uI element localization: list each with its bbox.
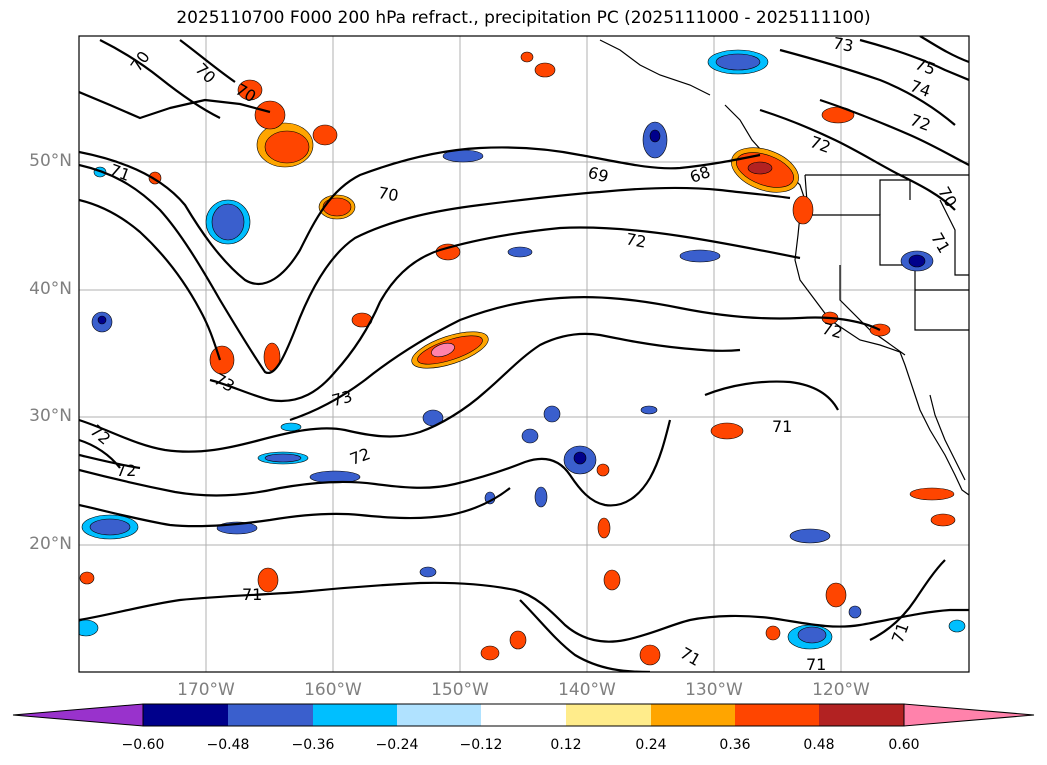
colorbar-swatch bbox=[651, 704, 735, 726]
map-frame bbox=[78, 35, 970, 673]
colorbar-tick-label: 0.12 bbox=[550, 737, 582, 753]
colorbar-swatch bbox=[397, 704, 481, 726]
colorbar-tick-label: 0.60 bbox=[888, 737, 920, 753]
colorbar-swatch bbox=[143, 704, 228, 726]
latitude-label: 20°N bbox=[29, 534, 72, 554]
colorbar-tick-label: 0.48 bbox=[803, 737, 835, 753]
colorbar-tick-label: −0.60 bbox=[121, 737, 165, 753]
colorbar bbox=[12, 703, 1035, 727]
colorbar-swatch bbox=[481, 704, 566, 726]
colorbar-swatch bbox=[903, 703, 1035, 727]
longitude-label: 150°W bbox=[431, 680, 489, 700]
longitude-label: 120°W bbox=[812, 680, 870, 700]
contour-label: 71 bbox=[242, 585, 262, 604]
colorbar-tick-label: 0.24 bbox=[635, 737, 667, 753]
longitude-label: 130°W bbox=[685, 680, 743, 700]
colorbar-swatch bbox=[228, 704, 313, 726]
colorbar-tick-label: −0.24 bbox=[375, 737, 419, 753]
contour-label: 73 bbox=[832, 33, 855, 55]
contour-label: 70 bbox=[377, 183, 400, 205]
longitude-label: 160°W bbox=[304, 680, 362, 700]
colorbar-tick-label: −0.48 bbox=[206, 737, 250, 753]
longitude-label: 140°W bbox=[558, 680, 616, 700]
colorbar-swatch bbox=[735, 704, 819, 726]
contour-label: 71 bbox=[772, 417, 792, 436]
colorbar-swatch bbox=[313, 704, 397, 726]
precip-negative-anomalies bbox=[79, 49, 966, 650]
latitude-label: 50°N bbox=[29, 151, 72, 171]
contour-label: 72 bbox=[820, 319, 845, 343]
colorbar-tick-label: −0.12 bbox=[459, 737, 503, 753]
colorbar-tick-label: −0.36 bbox=[291, 737, 335, 753]
latitude-label: 40°N bbox=[29, 279, 72, 299]
contour-label: 73 bbox=[330, 387, 355, 411]
colorbar-swatch bbox=[819, 704, 904, 726]
latitude-label: 30°N bbox=[29, 406, 72, 426]
colorbar-swatch bbox=[12, 703, 144, 727]
longitude-label: 170°W bbox=[177, 680, 235, 700]
contour-label: 69 bbox=[586, 163, 611, 187]
contour-label: 71 bbox=[806, 655, 826, 674]
colorbar-swatch bbox=[566, 704, 651, 726]
map-title: 2025110700 F000 200 hPa refract., precip… bbox=[176, 8, 871, 28]
contour-label: 72 bbox=[116, 461, 136, 480]
refractivity-contours bbox=[79, 36, 969, 672]
colorbar-tick-label: 0.36 bbox=[719, 737, 751, 753]
gridlines bbox=[79, 36, 969, 672]
contour-label: 72 bbox=[624, 229, 647, 251]
precip-positive-anomalies bbox=[79, 51, 956, 666]
